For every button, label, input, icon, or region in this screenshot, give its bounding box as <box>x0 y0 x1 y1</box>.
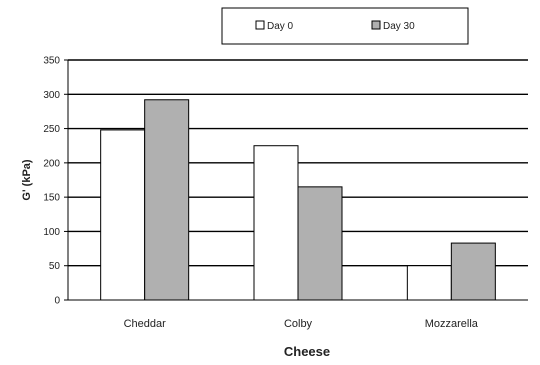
y-tick-label: 300 <box>43 90 60 101</box>
bar-day-0-colby <box>253 145 299 301</box>
legend-swatch <box>371 20 381 30</box>
bar-day-0-cheddar <box>100 129 146 301</box>
x-axis-label: Cheese <box>284 344 330 359</box>
x-tick-label: Mozzarella <box>425 318 479 330</box>
y-axis-label: G' (kPa) <box>21 159 33 200</box>
y-tick-label: 150 <box>43 193 60 204</box>
y-tick-label: 250 <box>43 124 60 135</box>
y-tick-labels: 0 50 100 150 200 250 300 350 <box>43 56 60 307</box>
x-tick-label: Cheddar <box>124 318 167 330</box>
y-tick-label: 100 <box>43 227 60 238</box>
legend-swatch <box>255 20 265 30</box>
axes <box>64 59 528 301</box>
x-tick-labels: Cheddar Colby Mozzarella <box>124 318 479 330</box>
y-tick-label: 350 <box>43 56 60 67</box>
bar-day-30-mozzarella <box>450 242 496 301</box>
bar-day-0-mozzarella <box>406 265 452 301</box>
bar-day-30-colby <box>297 186 343 301</box>
x-tick-label: Colby <box>284 318 313 330</box>
bar-day-30-cheddar <box>144 99 190 301</box>
y-tick-label: 200 <box>43 158 60 169</box>
y-tick-label: 50 <box>49 261 61 272</box>
y-tick-label: 0 <box>54 296 60 307</box>
legend: Day 0 Day 30 <box>221 7 469 45</box>
bars <box>100 99 496 301</box>
legend-label: Day 30 <box>383 21 415 32</box>
legend-label: Day 0 <box>267 21 294 32</box>
